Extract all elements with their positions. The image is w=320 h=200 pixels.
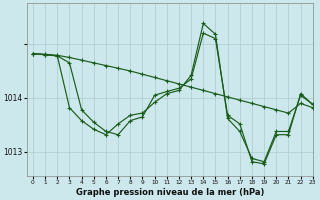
X-axis label: Graphe pression niveau de la mer (hPa): Graphe pression niveau de la mer (hPa) bbox=[76, 188, 264, 197]
